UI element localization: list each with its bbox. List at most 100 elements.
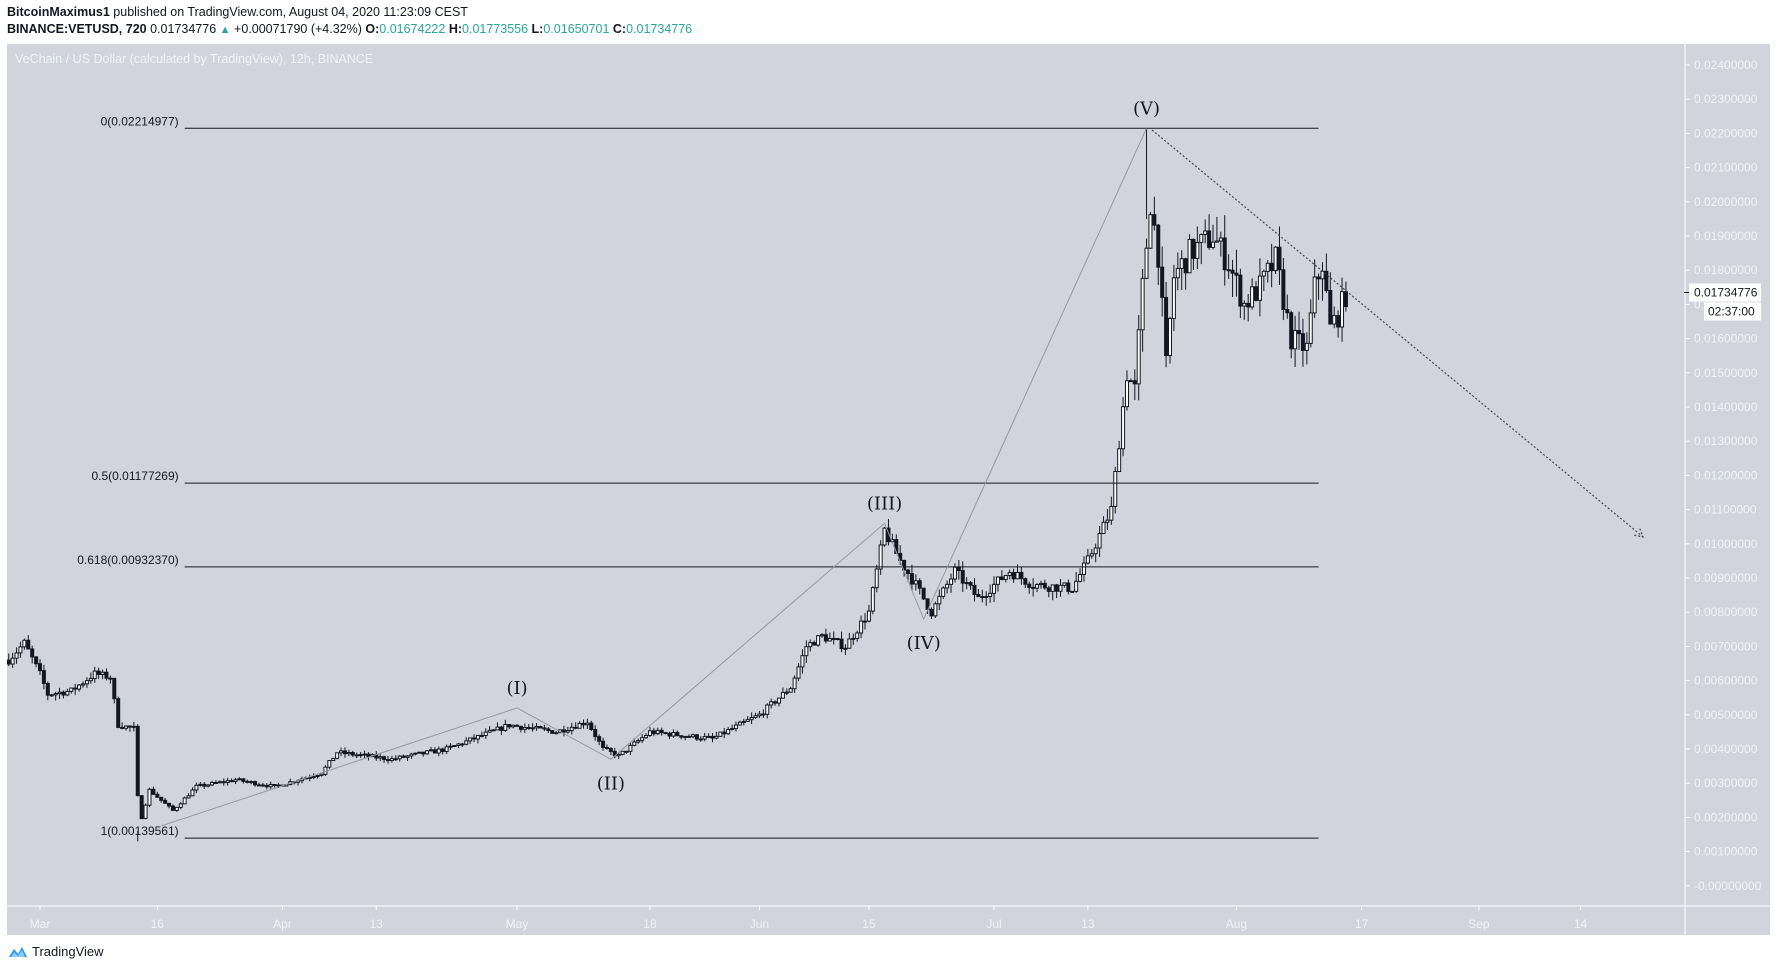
candle-body — [874, 568, 879, 589]
candle-body — [53, 693, 58, 696]
candle-body — [1042, 582, 1047, 589]
candle-body — [921, 587, 926, 600]
candle-body — [628, 744, 633, 752]
candle-body — [311, 776, 316, 779]
candle-body — [827, 637, 832, 642]
price-tick-label: 0.00600000 — [1694, 674, 1758, 688]
candle-body — [34, 656, 39, 665]
candle-body — [92, 670, 97, 680]
candle-body — [745, 719, 750, 722]
candle-body — [1031, 586, 1036, 589]
candle-body — [1289, 312, 1294, 350]
candle-body — [1246, 302, 1251, 308]
candle-body — [1062, 582, 1067, 586]
candle-body — [573, 726, 578, 729]
candle-body — [530, 727, 535, 730]
candle-body — [581, 722, 586, 726]
price-tick-label: 0.02100000 — [1694, 161, 1758, 175]
candle-body — [550, 730, 555, 734]
candle-body — [272, 783, 277, 786]
candle-body — [1023, 578, 1028, 585]
wave-path[interactable] — [161, 128, 1147, 827]
candle-body — [945, 583, 950, 589]
candle-body — [1101, 521, 1106, 535]
price-tick-label: 0.00500000 — [1694, 708, 1758, 722]
candle-body — [577, 722, 582, 729]
candle-body — [1269, 262, 1274, 272]
price-tick-label: 0.00400000 — [1694, 742, 1758, 756]
wave-label: (V) — [1133, 98, 1160, 119]
candle-body — [1179, 258, 1184, 269]
candle-body — [839, 638, 844, 650]
fib-level-label: 0.5(0.01177269) — [91, 469, 178, 483]
chart-pane[interactable]: 0.02400000 0.02300000 0.02200000 0.02100000… — [7, 44, 1770, 935]
low-value: 0.01650701 — [543, 22, 610, 36]
candle-body — [538, 726, 543, 729]
candle-body — [335, 752, 340, 759]
candle-body — [690, 734, 695, 738]
candle-body — [73, 687, 78, 690]
price-axis[interactable]: 0.02400000 0.02300000 0.02200000 0.02100000… — [1685, 58, 1762, 893]
fib-level-label: 0(0.02214977) — [101, 114, 179, 128]
candle-body — [800, 655, 805, 668]
symbol: BINANCE:VETUSD, 720 — [7, 22, 147, 36]
candle-body — [855, 632, 860, 639]
candle-body — [640, 737, 645, 742]
candle-body — [327, 760, 332, 768]
author-name[interactable]: BitcoinMaximus1 — [7, 5, 110, 19]
low-label: L: — [531, 22, 544, 36]
open-value: 0.01674222 — [379, 22, 446, 36]
candle-body — [726, 729, 731, 735]
candle-body — [851, 637, 856, 640]
candle-body — [859, 620, 864, 634]
candle-body — [749, 717, 754, 721]
candle-body — [1066, 582, 1071, 592]
candle-body — [632, 741, 637, 746]
candle-body — [14, 652, 19, 659]
chart-canvas[interactable]: 0.02400000 0.02300000 0.02200000 0.02100000… — [7, 44, 1770, 935]
candle-body — [999, 576, 1004, 580]
time-axis[interactable]: Mar 16 Apr 13 May 18 Jun 15 Jul 13 Aug 17 Sep 14 — [30, 906, 1588, 931]
candle-body — [202, 783, 207, 787]
candle-body — [1175, 267, 1180, 279]
candle-body — [18, 646, 23, 654]
last-price-box — [1689, 283, 1761, 302]
candle-body — [124, 725, 129, 729]
candle-body — [319, 773, 324, 777]
candle-body — [155, 793, 160, 798]
candle-body — [1203, 230, 1208, 235]
candle-body — [1281, 269, 1286, 310]
candle-body — [792, 677, 797, 690]
price-change: +0.00071790 (+4.32%) — [234, 22, 362, 36]
candle-body — [120, 726, 125, 729]
candle-body — [22, 639, 27, 648]
trendline[interactable] — [1151, 129, 1644, 538]
candle-body — [812, 642, 817, 646]
candle-body — [608, 747, 613, 752]
candle-body — [1238, 274, 1243, 307]
candle-body — [956, 566, 961, 572]
elliott-wave[interactable]: (I) (II) (III) (IV) (V) — [161, 98, 1160, 827]
candle-body — [342, 750, 347, 755]
candle-body — [913, 580, 918, 585]
time-tick-label: 13 — [370, 917, 384, 931]
candle-body — [847, 638, 852, 649]
candle-body — [499, 726, 504, 731]
candle-body — [116, 698, 121, 728]
time-tick-label: 14 — [1574, 917, 1588, 931]
candle-body — [761, 713, 766, 716]
candle-body — [65, 690, 70, 696]
candle-body — [663, 732, 668, 735]
candle-body — [362, 753, 367, 756]
price-tick-label: 0.01900000 — [1694, 229, 1758, 243]
candle-body — [151, 788, 156, 795]
candle-body — [624, 750, 629, 753]
candle-body — [714, 735, 719, 739]
candle-body — [1038, 582, 1043, 586]
candle-body — [1046, 587, 1051, 592]
candle-body — [174, 806, 179, 811]
candle-body — [878, 544, 883, 570]
fibonacci-retracement[interactable]: 0(0.02214977) 0.5(0.01177269) 0.618(0.0093… — [77, 114, 1319, 839]
candle-body — [1117, 448, 1122, 473]
candle-body — [483, 731, 488, 737]
